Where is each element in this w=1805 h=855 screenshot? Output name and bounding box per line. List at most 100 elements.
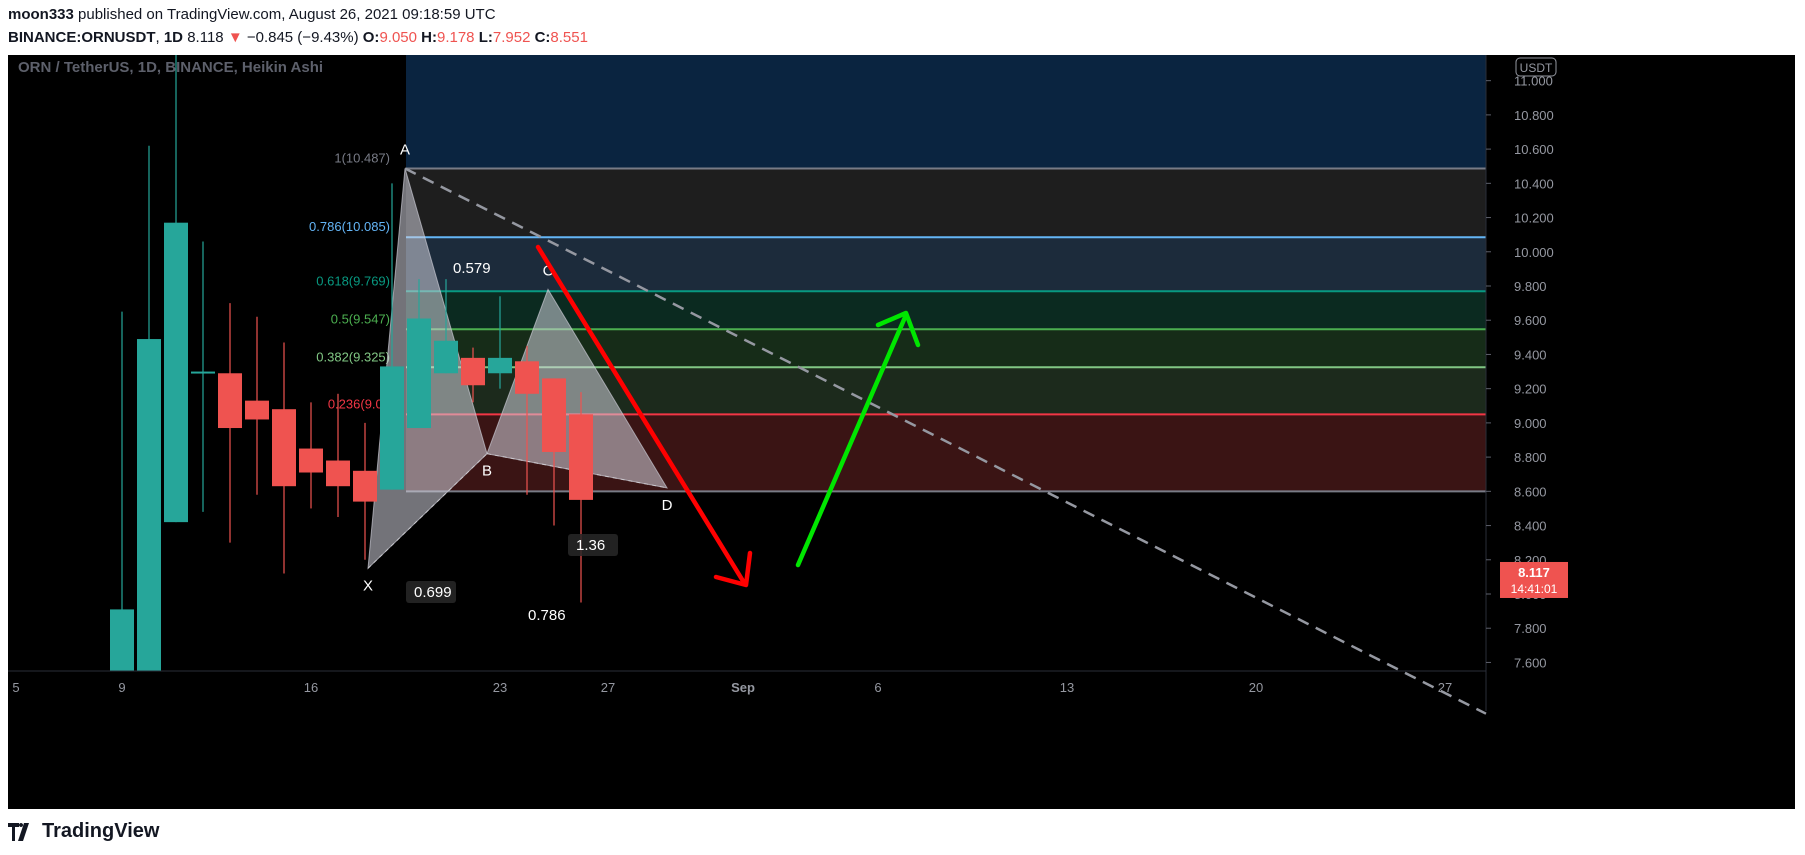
high-label: H: (421, 29, 437, 46)
candle (164, 20, 188, 523)
pattern-point-D: D (662, 497, 673, 514)
currency-badge (1515, 57, 1557, 77)
ratio-label: 0.786 (528, 607, 566, 624)
symbol-info: BINANCE:ORNUSDT, 1D 8.118 ▼ −0.845 (−9.4… (8, 29, 588, 46)
candle (569, 392, 593, 603)
fib-label-0_5: 0.5(9.547) (331, 311, 390, 326)
candle-body (353, 470, 377, 502)
candle-body (380, 366, 404, 490)
candle-body (461, 357, 485, 386)
price-tick-label: 9.000 (1514, 416, 1547, 431)
candle-body (434, 340, 458, 374)
candle (299, 402, 323, 509)
time-tick-label: 20 (1249, 680, 1263, 695)
symbol-name[interactable]: BINANCE:ORNUSDT (8, 29, 156, 46)
down-arrow-icon: ▼ (227, 29, 243, 46)
candle-body (515, 361, 539, 394)
time-tick-label: 9 (118, 680, 125, 695)
dashed-trendline (404, 167, 1487, 715)
time-tick-label: 5 (12, 680, 19, 695)
red-down-arrow (535, 244, 746, 584)
last-price-text: 8.117 (1518, 565, 1550, 580)
candle (110, 311, 134, 671)
fib-label-1: 1(10.487) (334, 150, 390, 165)
time-tick-label: 13 (1060, 680, 1074, 695)
price-tick-label: 10.400 (1514, 176, 1554, 191)
zone-top (406, 55, 1486, 169)
candle (407, 279, 431, 429)
price-tick-label: 10.600 (1514, 142, 1554, 157)
last-price: 8.118 (187, 29, 224, 46)
low-value: 7.952 (492, 29, 531, 46)
price-tick-label: 8.800 (1514, 450, 1547, 465)
price-tick-label: 10.000 (1514, 245, 1554, 260)
candle-body (137, 339, 161, 671)
author-name[interactable]: moon333 (8, 6, 74, 23)
candle-body (407, 318, 431, 429)
tradingview-logo-icon (8, 822, 29, 841)
candle (380, 183, 404, 490)
price-tick-label: 9.200 (1514, 382, 1547, 397)
chart-area[interactable]: 1(10.487) 0.786(10.085) 0.618(9.769) 0.5(9.… (8, 20, 1795, 809)
pane-title: ORN / TetherUS, 1D, BINANCE, Heikin Ashi (18, 59, 323, 76)
open-value: 9.050 (379, 29, 417, 46)
price-tick-label: 9.800 (1514, 279, 1547, 294)
price-tick-label: 9.600 (1514, 313, 1547, 328)
publish-info: moon333 published on TradingView.com, Au… (8, 6, 496, 23)
fib-label-0_618: 0.618(9.769) (316, 273, 390, 288)
time-tick-label: 27 (601, 680, 615, 695)
candle (434, 279, 458, 374)
currency-badge-text: USDT (1520, 61, 1553, 75)
ratio-label-box (568, 534, 618, 556)
candle-body (488, 357, 512, 374)
candle-body (191, 371, 215, 374)
low-label: L: (478, 29, 493, 46)
price-tick-label: 10.200 (1514, 211, 1554, 226)
candle (515, 345, 539, 495)
published-text: published on TradingView.com, August 26,… (78, 6, 496, 23)
pattern-point-A: A (400, 141, 410, 158)
time-tick-label: 27 (1438, 680, 1452, 695)
candle (488, 296, 512, 389)
green-up-arrow (795, 312, 909, 568)
price-change: −0.845 (−9.43%) (246, 29, 359, 46)
time-tick-label: 23 (493, 680, 507, 695)
candle (137, 145, 161, 671)
candle-body (218, 373, 242, 429)
red-arrowhead (713, 550, 753, 588)
candle (461, 347, 485, 403)
fib-label-0_382: 0.382(9.325) (316, 349, 390, 364)
chart-canvas[interactable]: 1(10.487) 0.786(10.085) 0.618(9.769) 0.5(9.… (8, 20, 1795, 809)
price-tick-label: 10.800 (1514, 108, 1554, 123)
candle-body (245, 400, 269, 420)
close-label: C: (534, 29, 551, 46)
ratio-label: 1.36 (576, 537, 605, 554)
time-tick-label: 16 (304, 680, 318, 695)
high-value: 9.178 (436, 29, 475, 46)
pattern-point-X: X (363, 577, 373, 594)
price-tick-label: 11.000 (1514, 74, 1553, 89)
candle-body (272, 409, 296, 487)
interval: 1D (163, 29, 184, 46)
zone-0786-0618 (406, 237, 1486, 292)
close-value: 8.551 (550, 29, 588, 46)
candle (353, 422, 377, 560)
last-price-badge (1500, 561, 1568, 598)
pattern-point-B: B (482, 463, 492, 480)
time-tick-label: 6 (874, 680, 881, 695)
price-tick-label: 7.600 (1514, 655, 1547, 670)
open-label: O: (362, 29, 380, 46)
price-tick-label: 8.600 (1514, 484, 1547, 499)
candle-body (110, 609, 134, 671)
candle-body (326, 460, 350, 487)
candle (542, 378, 566, 526)
candle-body (164, 222, 188, 523)
tradingview-brand[interactable]: TradingView (8, 820, 159, 843)
green-arrowhead (875, 310, 921, 348)
fib-label-0_786: 0.786(10.085) (309, 219, 390, 234)
candle (272, 342, 296, 574)
ratio-label: 0.579 (453, 260, 491, 277)
ratio-label: 0.699 (414, 584, 452, 601)
zone-1-0786 (406, 168, 1486, 238)
candle (326, 393, 350, 517)
